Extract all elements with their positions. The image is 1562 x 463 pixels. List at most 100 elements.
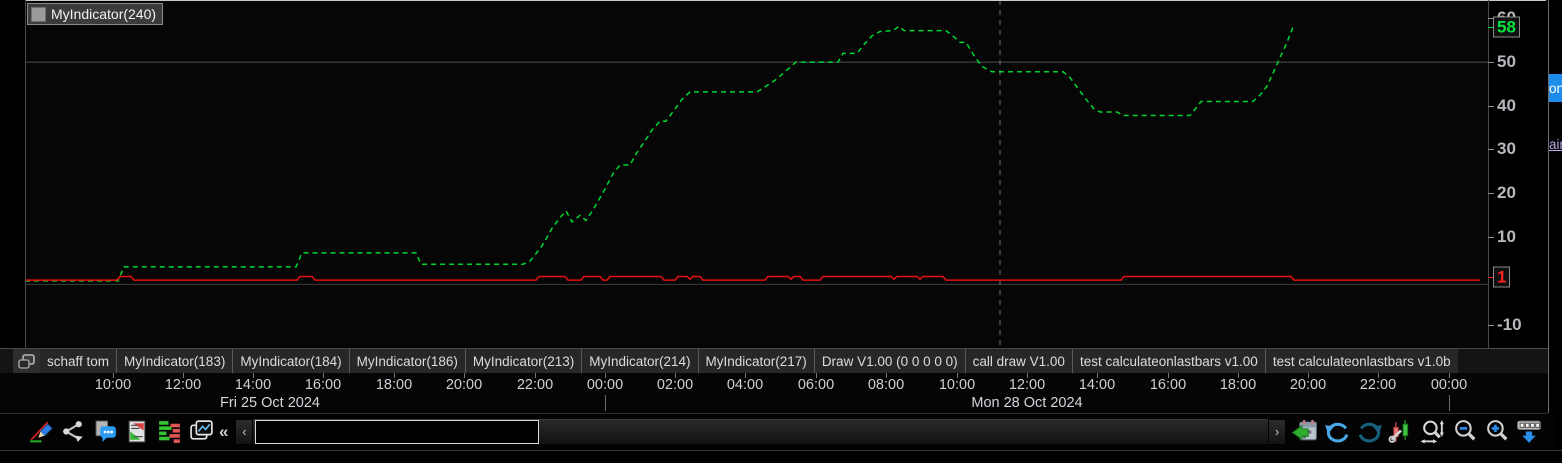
- undo-icon[interactable]: [1322, 418, 1352, 446]
- edge-link[interactable]: ain: [1549, 137, 1562, 152]
- report-icon[interactable]: [122, 418, 152, 446]
- chat-note-icon[interactable]: [90, 418, 120, 446]
- x-tick: [394, 373, 395, 378]
- series-signal-line: [25, 275, 1480, 281]
- x-tick-label: 22:00: [1359, 377, 1397, 393]
- market-depth-icon[interactable]: [154, 418, 184, 446]
- draw-tool-icon[interactable]: [26, 418, 56, 446]
- bottom-toolbar: « ‹ ›: [0, 415, 1556, 448]
- x-tick-label: 00:00: [1430, 377, 1468, 393]
- x-tick-label: 20:00: [445, 377, 483, 393]
- window-top-border: [25, 0, 1546, 1]
- scroll-left-button[interactable]: ‹: [235, 418, 254, 445]
- indicator-chart[interactable]: [25, 0, 1488, 347]
- x-tick: [745, 373, 746, 378]
- value-tick: [1488, 277, 1494, 278]
- edge-link-label: ain: [1549, 137, 1562, 152]
- tab-1[interactable]: MyIndicator(183): [116, 349, 233, 374]
- toolbar-bottom-border: [0, 450, 1562, 451]
- x-tick: [113, 373, 114, 378]
- x-tick: [323, 373, 324, 378]
- tab-5[interactable]: MyIndicator(214): [581, 349, 698, 374]
- tab-0[interactable]: schaff tom: [40, 349, 117, 374]
- y-tick: [1488, 193, 1494, 194]
- indicator-legend[interactable]: MyIndicator(240): [27, 3, 164, 25]
- x-tick-label: 10:00: [94, 377, 132, 393]
- tab-3[interactable]: MyIndicator(186): [348, 349, 465, 374]
- goto-date-icon[interactable]: [1290, 418, 1320, 446]
- y-tick: [1488, 237, 1494, 238]
- x-tick-label: 16:00: [304, 377, 342, 393]
- x-tick-label: 02:00: [656, 377, 694, 393]
- y-tick-label: 30: [1497, 139, 1516, 158]
- day-separator-tick: [1449, 395, 1450, 411]
- zoom-fit-icon[interactable]: [1418, 418, 1448, 446]
- series-indicator-line: [25, 25, 1294, 282]
- x-tick: [886, 373, 887, 378]
- date-label: Mon 28 Oct 2024: [971, 395, 1083, 411]
- tab-2[interactable]: MyIndicator(184): [232, 349, 349, 374]
- y-tick: [1488, 18, 1494, 19]
- chart-scrollbar[interactable]: ‹ ›: [235, 418, 1286, 445]
- axis-divider: [0, 413, 1548, 414]
- x-tick-label: 20:00: [1289, 377, 1327, 393]
- y-tick: [1488, 62, 1494, 63]
- edge-button-label: on: [1549, 80, 1562, 96]
- zoom-out-icon[interactable]: [1450, 418, 1480, 446]
- tabs: schaff tom MyIndicator(183) MyIndicator(18…: [40, 349, 1458, 374]
- x-tick: [1378, 373, 1379, 378]
- x-tick: [1308, 373, 1309, 378]
- x-tick: [957, 373, 958, 378]
- x-tick-label: 06:00: [797, 377, 835, 393]
- y-tick-label: 40: [1497, 96, 1516, 115]
- x-tick: [1449, 373, 1450, 378]
- tab-9[interactable]: test calculateonlastbars v1.00: [1071, 349, 1265, 374]
- y-axis-line: [1488, 0, 1489, 412]
- x-tick-label: 10:00: [938, 377, 976, 393]
- y-tick: [1488, 149, 1494, 150]
- x-tick: [535, 373, 536, 378]
- x-tick-label: 00:00: [586, 377, 624, 393]
- legend-label: MyIndicator(240): [51, 6, 157, 22]
- date-label: Fri 25 Oct 2024: [220, 395, 320, 411]
- scrollbar-track[interactable]: [253, 419, 1268, 444]
- legend-swatch-icon: [31, 6, 46, 22]
- x-tick-label: 14:00: [1078, 377, 1116, 393]
- x-tick-label: 08:00: [867, 377, 905, 393]
- x-tick-label: 12:00: [164, 377, 202, 393]
- tab-8[interactable]: call draw V1.00: [964, 349, 1072, 374]
- chart-settings-icon[interactable]: [1386, 418, 1416, 446]
- tab-7[interactable]: Draw V1.00 (0 0 0 0 0): [813, 349, 965, 374]
- x-tick-label: 18:00: [375, 377, 413, 393]
- duplicate-window-icon[interactable]: [186, 418, 216, 446]
- value-tick: [1488, 27, 1494, 28]
- x-tick: [605, 373, 606, 378]
- tab-4[interactable]: MyIndicator(213): [464, 349, 582, 374]
- share-icon[interactable]: [58, 418, 88, 446]
- dock-toolbar-icon[interactable]: [1514, 418, 1544, 446]
- cascade-windows-icon[interactable]: [13, 349, 40, 374]
- x-tick: [464, 373, 465, 378]
- y-tick-label: 50: [1497, 52, 1516, 71]
- x-tick-label: 14:00: [234, 377, 272, 393]
- chart-plot-area[interactable]: [25, 0, 1488, 347]
- redo-icon[interactable]: [1354, 418, 1384, 446]
- toolbar-right-group: [1290, 418, 1544, 446]
- plot-left-border: [25, 0, 26, 412]
- scroll-right-button[interactable]: ›: [1268, 418, 1286, 445]
- scrollbar-thumb[interactable]: [255, 420, 540, 444]
- last-value-box: 1: [1493, 266, 1511, 288]
- collapse-chevrons-icon[interactable]: «: [219, 421, 229, 441]
- y-tick-label: 20: [1497, 183, 1516, 202]
- x-tick-label: 18:00: [1219, 377, 1257, 393]
- edge-blue-button[interactable]: on: [1549, 74, 1562, 102]
- x-tick: [675, 373, 676, 378]
- x-tick: [1027, 373, 1028, 378]
- zoom-in-icon[interactable]: [1482, 418, 1512, 446]
- tab-10[interactable]: test calculateonlastbars v1.0b: [1264, 349, 1458, 374]
- time-axis[interactable]: 10:00 12:00 14:00 16:00 18:00 20:00 22:00 00:00…: [0, 373, 1548, 413]
- x-tick-label: 16:00: [1149, 377, 1187, 393]
- x-tick: [1168, 373, 1169, 378]
- tab-6[interactable]: MyIndicator(217): [697, 349, 814, 374]
- x-tick-label: 12:00: [1008, 377, 1046, 393]
